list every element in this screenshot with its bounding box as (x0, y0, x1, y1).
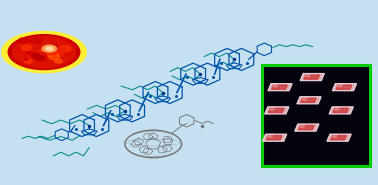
Polygon shape (297, 97, 321, 104)
Polygon shape (265, 107, 289, 114)
Polygon shape (268, 108, 284, 112)
Polygon shape (332, 84, 356, 91)
Polygon shape (299, 125, 314, 130)
Polygon shape (333, 108, 349, 112)
Circle shape (22, 45, 32, 50)
Circle shape (2, 31, 86, 73)
Polygon shape (329, 107, 353, 114)
Polygon shape (302, 97, 307, 100)
Polygon shape (263, 134, 287, 141)
Polygon shape (331, 136, 346, 140)
Circle shape (46, 47, 53, 50)
Circle shape (54, 59, 62, 63)
Circle shape (48, 54, 60, 59)
Circle shape (33, 55, 43, 60)
Polygon shape (335, 107, 339, 110)
Circle shape (24, 58, 28, 60)
Polygon shape (305, 74, 310, 77)
Polygon shape (304, 75, 319, 79)
Polygon shape (301, 98, 316, 102)
Polygon shape (332, 134, 337, 137)
Circle shape (12, 37, 76, 68)
Polygon shape (268, 134, 273, 137)
Circle shape (47, 51, 58, 56)
Polygon shape (268, 84, 292, 91)
Circle shape (55, 46, 66, 51)
Polygon shape (300, 74, 324, 80)
Polygon shape (300, 125, 305, 127)
Polygon shape (338, 84, 342, 87)
Circle shape (60, 46, 71, 51)
Polygon shape (272, 85, 287, 89)
Circle shape (31, 38, 43, 43)
Polygon shape (273, 84, 278, 87)
Polygon shape (266, 136, 282, 140)
Circle shape (47, 44, 58, 50)
Circle shape (27, 52, 31, 54)
Circle shape (19, 38, 29, 43)
Circle shape (25, 59, 33, 63)
Polygon shape (336, 85, 352, 89)
Circle shape (52, 51, 64, 56)
Polygon shape (295, 124, 319, 131)
Polygon shape (327, 134, 351, 141)
Circle shape (8, 35, 80, 70)
Polygon shape (270, 107, 275, 110)
Circle shape (37, 57, 45, 61)
Circle shape (31, 53, 39, 57)
Circle shape (48, 51, 57, 55)
Circle shape (42, 45, 57, 52)
FancyBboxPatch shape (262, 65, 370, 166)
Circle shape (40, 49, 44, 52)
